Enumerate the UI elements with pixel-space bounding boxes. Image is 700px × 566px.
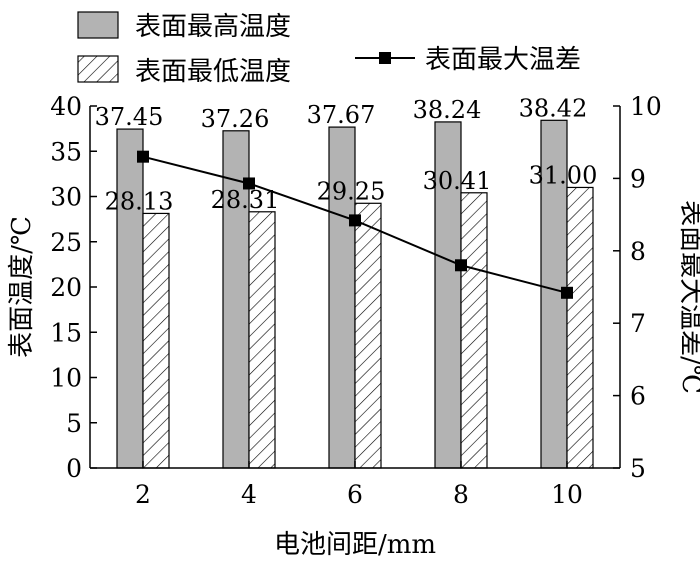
bar-max-temp [116,128,144,469]
y2-tick-label: 6 [630,382,646,411]
bar-min-temp [566,186,594,469]
x-axis-title: 电池间距/mm [274,530,436,560]
legend-label-max-temp-diff: 表面最大温差 [425,45,581,75]
y2-tick-label: 10 [630,92,662,121]
x-tick-label: 10 [551,480,583,509]
data-label-min-temp: 28.13 [105,187,174,215]
bars [116,119,594,469]
value-labels: 37.4528.1337.2628.3137.6729.2538.2430.41… [95,94,598,215]
legend-marker-max-temp-diff [379,52,391,64]
max-temp-diff-marker [349,214,361,227]
max-temp-diff-marker [243,177,255,190]
y2-axis-title: 表面最大温差/℃ [676,200,700,394]
data-label-max-temp: 37.45 [95,103,164,131]
axes: 0 5 10 15 20 25 30 35 40 5 6 7 8 9 10 2 4 6 8 10 电池间距/mm 表面温度… [7,92,700,560]
max-temp-diff-marker [137,150,149,163]
y-tick-label: 5 [66,409,82,438]
y2-tick-label: 9 [630,164,646,193]
line-series [137,150,573,299]
bar-min-temp [354,202,382,469]
data-label-min-temp: 31.00 [529,161,598,189]
bar-max-temp [328,126,356,469]
y-tick-label: 25 [50,228,82,257]
y-tick-label: 20 [50,273,82,302]
y-axis-title: 表面温度/℃ [7,216,37,358]
y-tick-label: 10 [50,364,82,393]
legend-swatch-max-temp [77,11,119,39]
data-label-max-temp: 37.26 [201,105,270,133]
data-label-max-temp: 38.24 [413,96,482,124]
y2-tick-label: 7 [630,309,646,338]
legend-swatch-min-temp [77,55,119,83]
bar-min-temp [142,212,170,469]
legend-label-min-temp: 表面最低温度 [135,57,291,87]
y-tick-label: 0 [66,454,82,483]
y-tick-label: 15 [50,318,82,347]
y-tick-label: 40 [50,92,82,121]
data-label-max-temp: 38.42 [519,94,588,122]
y2-tick-label: 8 [630,237,646,266]
x-tick-label: 2 [135,480,151,509]
bar-min-temp [460,192,488,469]
data-label-min-temp: 29.25 [317,177,386,205]
x-tick-label: 8 [453,480,469,509]
x-tick-label: 4 [241,480,257,509]
legend-label-max-temp: 表面最高温度 [135,12,291,42]
bar-min-temp [248,211,276,469]
y-tick-label: 30 [50,183,82,212]
y2-tick-label: 5 [630,454,646,483]
data-label-min-temp: 30.41 [423,167,492,195]
max-temp-diff-marker [455,259,467,272]
max-temp-diff-marker [561,286,573,299]
x-tick-label: 6 [347,480,363,509]
data-label-max-temp: 37.67 [307,101,376,129]
y-tick-label: 35 [50,137,82,166]
